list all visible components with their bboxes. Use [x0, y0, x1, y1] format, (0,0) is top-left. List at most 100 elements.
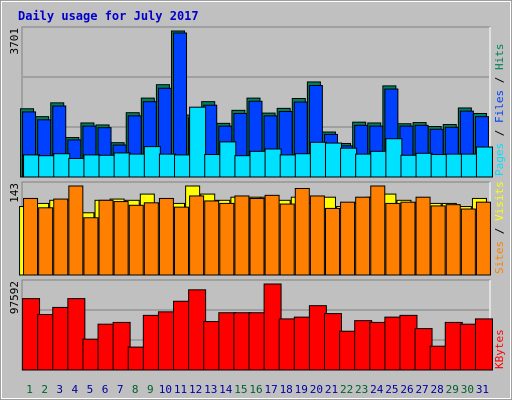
bar-kbytes-day-12 — [188, 289, 207, 371]
bar-pages-day-15 — [234, 155, 252, 178]
bar-sites-day-31 — [475, 201, 491, 276]
bar-kbytes-day-25 — [384, 316, 403, 371]
x-tick-label-day-28: 28 — [431, 383, 444, 396]
x-tick-label-day-3: 3 — [56, 383, 63, 396]
bar-sites-day-14 — [219, 202, 235, 276]
bar-kbytes-day-5 — [82, 338, 101, 371]
bar-sites-day-11 — [174, 206, 190, 276]
bar-kbytes-day-3 — [52, 306, 71, 371]
x-tick-label-day-4: 4 — [72, 383, 79, 396]
bar-pages-day-20 — [309, 141, 327, 178]
bar-kbytes-day-28 — [429, 345, 448, 371]
bar-sites-day-9 — [143, 202, 159, 276]
bar-pages-day-21 — [324, 142, 342, 178]
bar-pages-day-9 — [143, 146, 161, 178]
y-axis-max-label: 3701 — [8, 28, 21, 55]
bar-sites-day-18 — [279, 203, 295, 276]
bar-kbytes-day-2 — [37, 313, 56, 371]
legend-entry-visits: Visits — [493, 181, 506, 221]
legend-entry-kbytes: KBytes — [493, 329, 506, 369]
x-tick-label-day-5: 5 — [87, 383, 94, 396]
panel-legend: KBytes — [493, 329, 506, 369]
bar-sites-day-23 — [355, 196, 371, 276]
x-tick-label-day-6: 6 — [102, 383, 109, 396]
y-axis-max-label: 143 — [8, 183, 21, 203]
x-tick-label-day-7: 7 — [117, 383, 124, 396]
x-tick-label-day-25: 25 — [385, 383, 398, 396]
visits-sites-panel: 143 Sites / Visits — [8, 181, 506, 276]
bar-sites-day-6 — [98, 199, 114, 276]
panel-legend: Pages / Files / Hits — [493, 44, 506, 177]
bar-pages-day-19 — [294, 153, 312, 178]
x-tick-label-day-17: 17 — [264, 383, 277, 396]
bar-kbytes-day-24 — [369, 321, 388, 371]
bar-sites-day-7 — [113, 201, 129, 276]
y-axis-max-label: 97592 — [8, 281, 21, 314]
bar-kbytes-day-20 — [308, 305, 327, 371]
x-tick-label-day-19: 19 — [295, 383, 308, 396]
panel-legend: Sites / Visits — [493, 181, 506, 274]
bar-kbytes-day-11 — [173, 300, 192, 371]
bar-pages-day-7 — [113, 152, 131, 178]
bar-kbytes-day-22 — [339, 330, 358, 371]
bar-kbytes-day-30 — [459, 323, 478, 371]
x-tick-label-day-16: 16 — [249, 383, 262, 396]
bar-kbytes-day-15 — [233, 312, 252, 371]
bar-pages-day-29 — [445, 153, 463, 178]
bar-pages-day-26 — [400, 154, 418, 178]
bar-pages-day-25 — [385, 138, 403, 178]
bar-kbytes-day-6 — [97, 323, 116, 371]
bar-sites-day-22 — [340, 201, 356, 276]
x-tick-label-day-13: 13 — [204, 383, 217, 396]
bar-sites-day-3 — [53, 198, 69, 276]
bar-sites-day-29 — [445, 204, 461, 276]
bar-sites-day-12 — [189, 195, 205, 276]
bar-pages-day-4 — [68, 157, 86, 178]
hits-files-pages-panel: 3701 Pages / Files / Hits — [8, 26, 506, 178]
x-tick-label-day-30: 30 — [461, 383, 474, 396]
bar-pages-day-10 — [158, 153, 176, 178]
legend-separator: / — [493, 123, 506, 143]
x-tick-label-day-2: 2 — [41, 383, 48, 396]
x-tick-label-day-11: 11 — [174, 383, 187, 396]
bar-pages-day-18 — [279, 154, 297, 178]
x-tick-label-day-21: 21 — [325, 383, 338, 396]
bar-sites-day-21 — [324, 207, 340, 276]
x-tick-label-day-18: 18 — [280, 383, 293, 396]
bar-pages-day-2 — [38, 155, 56, 178]
bar-kbytes-day-7 — [112, 321, 131, 371]
bar-sites-day-13 — [204, 200, 220, 276]
x-tick-label-day-1: 1 — [26, 383, 33, 396]
bar-kbytes-day-19 — [293, 316, 312, 371]
x-tick-label-day-14: 14 — [219, 383, 233, 396]
bar-kbytes-day-29 — [444, 321, 463, 371]
bar-kbytes-day-14 — [218, 312, 237, 371]
bar-kbytes-day-23 — [354, 320, 373, 371]
x-axis-day-labels: 1 2 3 4 5 6 7 8 9 10 11 12 13 14 15 16 17 18 19 20 21 22 23 24 2… — [26, 383, 489, 396]
bar-kbytes-day-27 — [414, 328, 433, 371]
bar-sites-day-15 — [234, 195, 250, 276]
bar-kbytes-day-1 — [22, 298, 41, 371]
bar-pages-day-6 — [98, 154, 116, 178]
bar-sites-day-5 — [83, 217, 99, 276]
bar-pages-day-28 — [430, 154, 448, 178]
bar-pages-day-22 — [340, 147, 358, 178]
bar-kbytes-day-13 — [203, 321, 222, 371]
bar-sites-day-2 — [38, 207, 54, 276]
kbytes-panel: 97592 KBytes — [8, 279, 506, 371]
x-tick-label-day-20: 20 — [310, 383, 323, 396]
bar-kbytes-day-16 — [248, 312, 267, 371]
x-tick-label-day-29: 29 — [446, 383, 459, 396]
bar-pages-day-30 — [460, 153, 478, 178]
legend-entry-hits: Hits — [493, 44, 506, 71]
bar-pages-day-17 — [264, 148, 282, 178]
x-tick-label-day-9: 9 — [147, 383, 154, 396]
bar-sites-day-8 — [128, 204, 144, 276]
legend-entry-sites: Sites — [493, 241, 506, 274]
bar-kbytes-day-26 — [399, 314, 418, 371]
bar-pages-day-27 — [415, 152, 433, 178]
bar-kbytes-day-9 — [142, 314, 161, 371]
chart-title: Daily usage for July 2017 — [18, 9, 199, 23]
bar-pages-day-12 — [189, 106, 207, 178]
